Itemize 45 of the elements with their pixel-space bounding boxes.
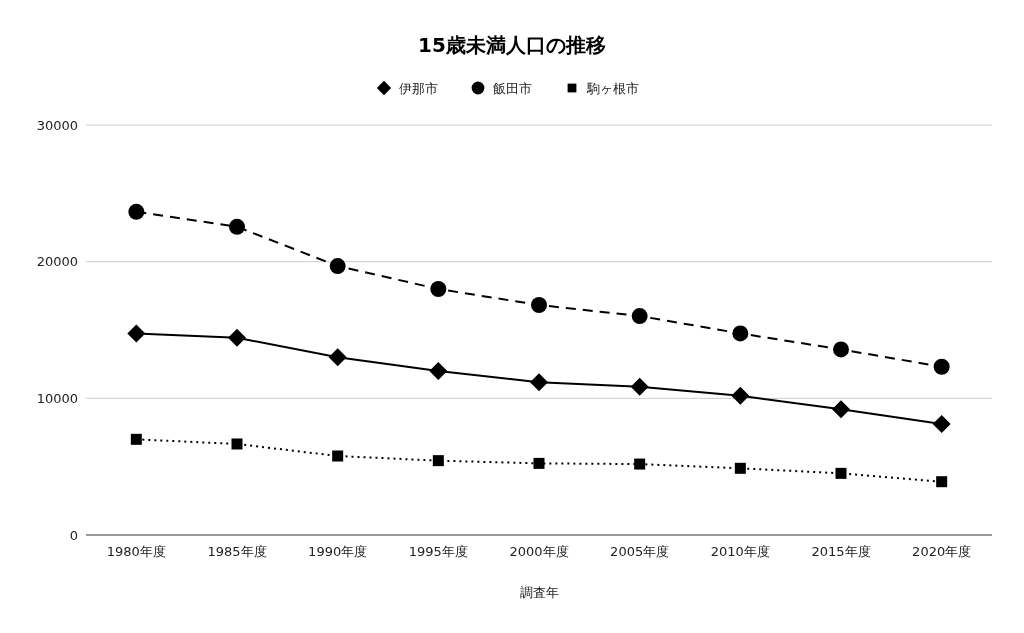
point <box>530 373 548 392</box>
legend-label: 飯田市 <box>493 80 532 96</box>
point <box>734 462 746 474</box>
x-tick-label: 1980年度 <box>106 544 166 559</box>
x-tick-label: 2015年度 <box>811 544 871 559</box>
point <box>430 281 447 297</box>
y-tick-label: 0 <box>69 527 78 543</box>
point <box>832 400 850 419</box>
point <box>130 433 142 445</box>
point <box>328 348 347 367</box>
point <box>531 296 547 313</box>
point <box>533 457 545 469</box>
point <box>631 308 648 325</box>
point <box>932 415 951 434</box>
legend-label: 伊那市 <box>399 80 438 96</box>
point <box>933 358 950 375</box>
point <box>432 455 444 467</box>
y-tick-label: 20000 <box>36 254 78 270</box>
x-tick-label: 1990年度 <box>308 544 368 559</box>
x-tick-label: 2000年度 <box>509 544 569 559</box>
x-tick-label: 2010年度 <box>710 544 770 559</box>
x-axis-title: 調査年 <box>519 585 559 600</box>
point <box>231 438 243 450</box>
point <box>833 341 849 358</box>
x-tick-label: 1995年度 <box>408 544 468 559</box>
point <box>228 328 246 347</box>
y-tick-label: 10000 <box>36 390 78 406</box>
y-tick-label: 30000 <box>36 117 78 133</box>
x-tick-label: 2020年度 <box>912 544 972 559</box>
x-tick-label: 1985年度 <box>207 544 267 559</box>
chart-title: 15歳未満人口の推移 <box>418 33 606 57</box>
point <box>731 386 750 405</box>
point <box>127 324 146 343</box>
point <box>429 362 448 380</box>
point <box>229 218 245 235</box>
point <box>128 203 145 220</box>
point <box>630 377 649 396</box>
point <box>634 458 646 470</box>
point <box>732 325 749 342</box>
x-tick-label: 2005年度 <box>610 544 670 559</box>
point <box>835 467 847 479</box>
legend-label: 駒ヶ根市 <box>586 80 639 96</box>
point <box>332 450 344 462</box>
point <box>936 476 948 488</box>
point <box>329 258 346 275</box>
